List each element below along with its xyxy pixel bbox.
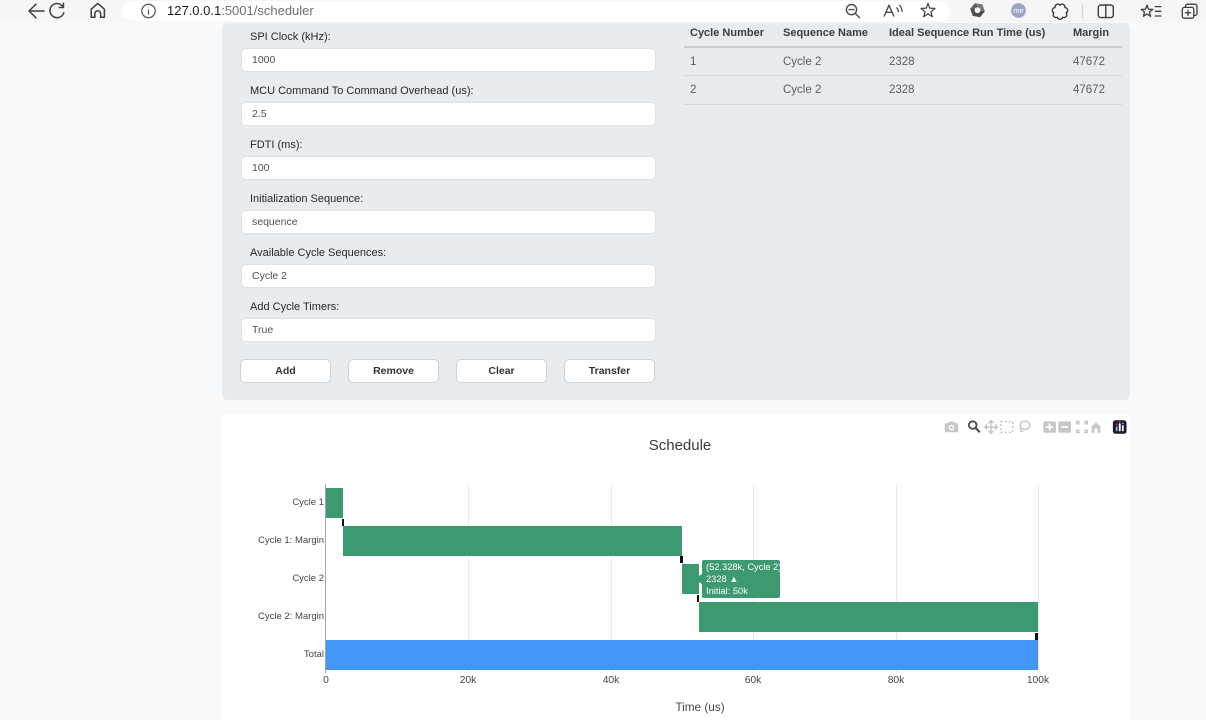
- svg-text:me: me: [1013, 6, 1024, 15]
